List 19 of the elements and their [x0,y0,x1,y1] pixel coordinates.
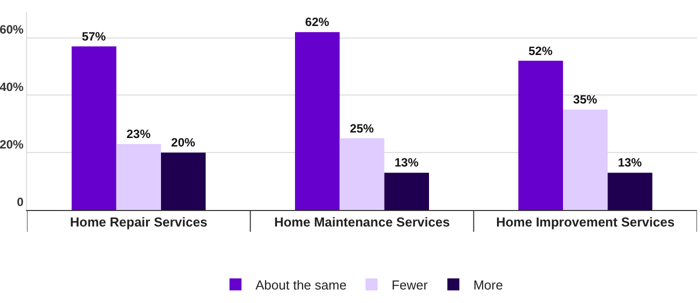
data-label: 20% [171,136,196,150]
y-tick-label: 40% [0,80,24,94]
y-tick-label: 20% [0,137,24,152]
data-label: 57% [82,29,106,44]
y-tick-label: 60% [0,22,24,37]
y-tick-label: 0 [16,194,24,209]
legend-label: About the same [256,277,347,292]
data-label: 35% [573,92,598,107]
x-tick-label: Home Improvement Services [496,214,675,230]
data-label: 25% [350,121,374,136]
legend-label: Fewer [392,277,428,292]
x-tick-label: Home Repair Services [70,214,208,230]
x-tick-label: Home Maintenance Services [274,214,450,230]
data-label: 13% [394,156,419,170]
data-label: 23% [126,127,151,141]
data-label: 62% [305,15,330,30]
data-label: 13% [618,156,642,170]
data-label: 52% [528,44,553,58]
legend-label: More [473,277,503,292]
